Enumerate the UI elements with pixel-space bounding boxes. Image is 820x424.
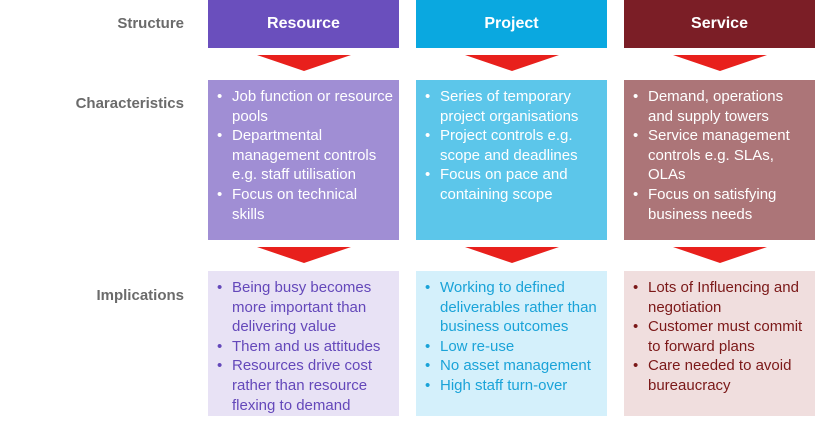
list-item: Working to defined deliverables rather t… xyxy=(424,278,601,337)
list-item: Customer must commit to forward plans xyxy=(632,317,809,356)
list-item: Demand, operations and supply towers xyxy=(632,87,809,126)
list-item: Departmental management controls e.g. st… xyxy=(216,126,393,185)
implications-box-project: Working to defined deliverables rather t… xyxy=(416,271,607,416)
list-item: Care needed to avoid bureaucracy xyxy=(632,356,809,395)
characteristics-box-resource: Job function or resource pools Departmen… xyxy=(208,80,399,240)
header-resource: Resource xyxy=(208,0,399,48)
header-service: Service xyxy=(624,0,815,48)
down-arrow-resource-1 xyxy=(257,55,351,71)
list-item: Job function or resource pools xyxy=(216,87,393,126)
down-arrow-resource-2 xyxy=(257,247,351,263)
list-item: Focus on satisfying business needs xyxy=(632,185,809,224)
row-label-structure: Structure xyxy=(117,15,184,32)
list-item: Them and us attitudes xyxy=(216,337,393,357)
characteristics-box-project: Series of temporary project organisation… xyxy=(416,80,607,240)
row-label-implications: Implications xyxy=(96,287,184,304)
row-label-characteristics: Characteristics xyxy=(75,95,184,112)
list-item: Focus on pace and containing scope xyxy=(424,165,601,204)
down-arrow-project-1 xyxy=(465,55,559,71)
list-item: Project controls e.g. scope and deadline… xyxy=(424,126,601,165)
down-arrow-service-2 xyxy=(673,247,767,263)
list-item: Focus on technical skills xyxy=(216,185,393,224)
down-arrow-project-2 xyxy=(465,247,559,263)
down-arrow-service-1 xyxy=(673,55,767,71)
list-item: Lots of Influencing and negotiation xyxy=(632,278,809,317)
characteristics-box-service: Demand, operations and supply towers Ser… xyxy=(624,80,815,240)
list-item: Resources drive cost rather than resourc… xyxy=(216,356,393,415)
list-item: Series of temporary project organisation… xyxy=(424,87,601,126)
list-item: Low re-use xyxy=(424,337,601,357)
implications-box-service: Lots of Influencing and negotiation Cust… xyxy=(624,271,815,416)
implications-box-resource: Being busy becomes more important than d… xyxy=(208,271,399,416)
header-project: Project xyxy=(416,0,607,48)
list-item: Being busy becomes more important than d… xyxy=(216,278,393,337)
list-item: No asset management xyxy=(424,356,601,376)
list-item: High staff turn-over xyxy=(424,376,601,396)
list-item: Service management controls e.g. SLAs, O… xyxy=(632,126,809,185)
